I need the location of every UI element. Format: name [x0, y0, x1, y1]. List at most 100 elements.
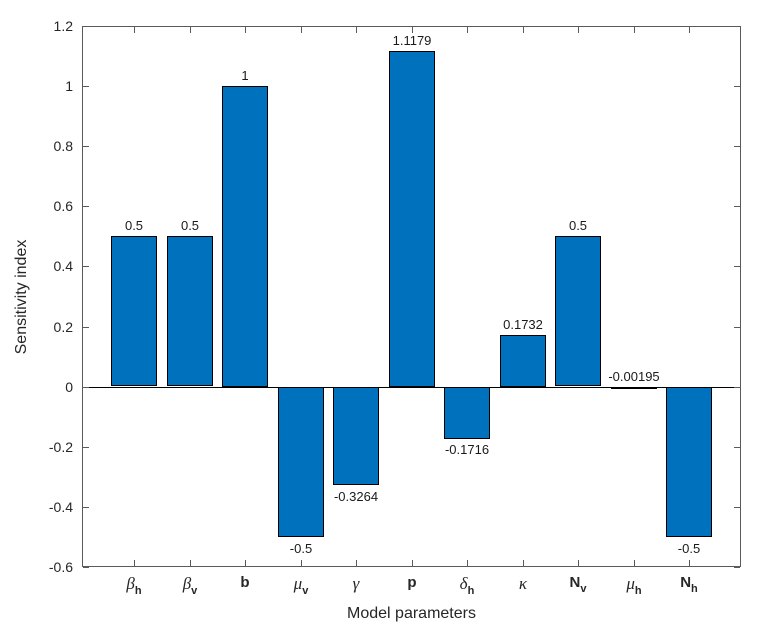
bar [389, 51, 435, 387]
bar [111, 236, 157, 386]
y-tick-right [734, 567, 740, 568]
y-tick-label: 1.2 [53, 18, 73, 34]
y-tick-left [83, 387, 89, 388]
bar-value-label: -0.5 [677, 541, 701, 556]
bar [222, 86, 268, 387]
y-tick-right [734, 26, 740, 27]
x-tick-label-symbol: γ [352, 574, 360, 593]
bar [278, 387, 324, 537]
bar [555, 236, 601, 386]
x-tick-label: κ [519, 574, 527, 594]
x-tick-top [356, 27, 357, 33]
x-tick-label: βv [183, 574, 198, 597]
bar-value-label: 0.5 [568, 218, 588, 233]
x-axis-label: Model parameters [347, 605, 476, 622]
y-tick-label: -0.6 [48, 559, 73, 575]
x-tick-bottom [245, 560, 246, 566]
x-tick-top [412, 27, 413, 33]
y-tick-label: 0.6 [53, 198, 73, 214]
y-tick-left [83, 26, 89, 27]
bar-value-label: 0.5 [180, 218, 200, 233]
bar-value-label: -0.1716 [444, 442, 490, 457]
y-tick-left [83, 86, 89, 87]
zero-baseline [83, 387, 740, 388]
y-tick-label: 0 [65, 379, 73, 395]
x-tick-label-subscript: h [134, 585, 142, 597]
x-tick-label: δh [460, 574, 475, 597]
y-tick-left [83, 567, 89, 568]
x-tick-label: p [407, 574, 416, 592]
y-tick-right [734, 507, 740, 508]
y-tick-right [734, 327, 740, 328]
x-tick-bottom [190, 560, 191, 566]
x-tick-top [578, 27, 579, 33]
x-tick-bottom [356, 560, 357, 566]
x-tick-label: Nh [680, 574, 698, 595]
x-tick-label-subscript: h [691, 583, 698, 595]
x-tick-label-symbol: N [569, 574, 581, 591]
x-tick-top [634, 27, 635, 33]
bar [611, 387, 657, 389]
bar-value-label: -0.00195 [608, 369, 660, 384]
y-tick-left [83, 327, 89, 328]
bar-value-label: 1 [241, 68, 249, 83]
y-tick-label: 0.8 [53, 138, 73, 154]
bar-value-label: 1.1179 [392, 33, 432, 48]
plot-area [82, 26, 741, 567]
x-tick-label-subscript: v [191, 585, 198, 597]
y-tick-right [734, 447, 740, 448]
x-tick-top [245, 27, 246, 33]
y-tick-right [734, 86, 740, 87]
x-tick-bottom [467, 560, 468, 566]
bar-value-label: 0.5 [124, 218, 144, 233]
x-tick-bottom [301, 560, 302, 566]
bar-value-label: -0.5 [289, 541, 313, 556]
y-tick-left [83, 146, 89, 147]
x-tick-label-subscript: v [580, 583, 587, 595]
x-tick-bottom [523, 560, 524, 566]
x-tick-label: Nv [570, 574, 587, 595]
x-tick-top [301, 27, 302, 33]
y-tick-label: 0.2 [53, 319, 73, 335]
x-tick-label: b [240, 574, 249, 592]
y-tick-right [734, 387, 740, 388]
x-tick-bottom [689, 560, 690, 566]
x-tick-label-symbol: N [680, 574, 692, 591]
y-tick-right [734, 146, 740, 147]
y-tick-left [83, 507, 89, 508]
bar [167, 236, 213, 386]
x-tick-label-subscript: h [467, 585, 475, 597]
x-tick-label: γ [353, 574, 360, 594]
y-tick-left [83, 447, 89, 448]
bar-value-label: -0.3264 [333, 489, 379, 504]
x-tick-top [190, 27, 191, 33]
x-tick-top [134, 27, 135, 33]
x-tick-label-symbol: b [240, 574, 250, 591]
bar [666, 387, 712, 537]
y-tick-label: 1 [65, 78, 73, 94]
x-tick-label-subscript: v [302, 585, 309, 597]
y-tick-left [83, 266, 89, 267]
x-tick-label-symbol: p [407, 574, 417, 591]
x-tick-top [467, 27, 468, 33]
bar [444, 387, 490, 439]
x-tick-bottom [634, 560, 635, 566]
y-tick-right [734, 266, 740, 267]
x-tick-bottom [134, 560, 135, 566]
x-tick-label: μv [294, 574, 309, 597]
x-tick-label-subscript: h [634, 585, 642, 597]
y-tick-label: -0.2 [48, 439, 73, 455]
x-tick-top [523, 27, 524, 33]
x-tick-bottom [412, 560, 413, 566]
x-tick-label-symbol: β [182, 574, 192, 593]
bar-value-label: 0.1732 [503, 317, 543, 332]
x-tick-label-symbol: μ [626, 574, 635, 593]
x-tick-label-symbol: β [126, 574, 135, 593]
x-tick-top [689, 27, 690, 33]
x-tick-label-symbol: μ [293, 574, 303, 593]
y-tick-label: -0.4 [48, 499, 73, 515]
bar [333, 387, 379, 485]
bar [500, 335, 546, 387]
y-tick-label: 0.4 [53, 258, 73, 274]
y-axis-label: Sensitivity index [13, 239, 30, 354]
